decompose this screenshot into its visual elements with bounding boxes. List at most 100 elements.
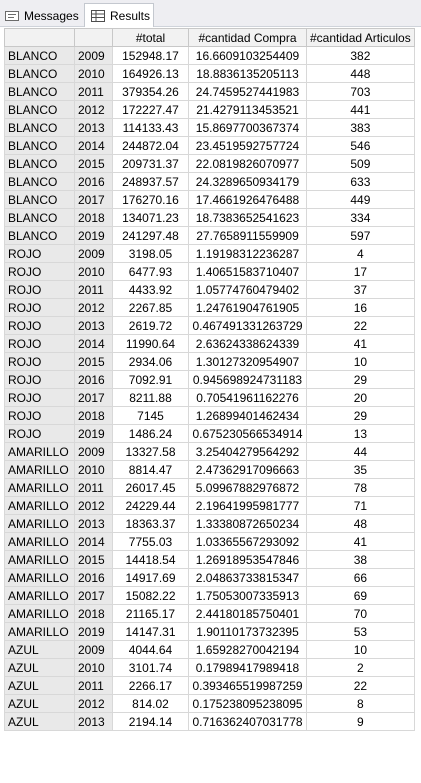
cell-color[interactable]: BLANCO: [4, 136, 75, 155]
cell-year[interactable]: 2011: [74, 280, 113, 299]
cell-year[interactable]: 2016: [74, 172, 113, 191]
cell-total[interactable]: 15082.22: [112, 586, 189, 605]
cell-year[interactable]: 2012: [74, 694, 113, 713]
cell-cantidad-compra[interactable]: 16.6609103254409: [188, 46, 307, 65]
table-row[interactable]: ROJO 2013 2619.72 0.467491331263729 22: [4, 316, 415, 335]
cell-cantidad-articulos[interactable]: 703: [306, 82, 415, 101]
cell-cantidad-articulos[interactable]: 41: [306, 334, 415, 353]
cell-cantidad-articulos[interactable]: 10: [306, 640, 415, 659]
cell-year[interactable]: 2013: [74, 712, 113, 731]
cell-total[interactable]: 2619.72: [112, 316, 189, 335]
cell-color[interactable]: BLANCO: [4, 118, 75, 137]
cell-total[interactable]: 134071.23: [112, 208, 189, 227]
table-row[interactable]: AMARILLO 2013 18363.37 1.33380872650234 48: [4, 514, 415, 533]
cell-color[interactable]: AZUL: [4, 658, 75, 677]
table-row[interactable]: AZUL 2011 2266.17 0.393465519987259 22: [4, 676, 415, 695]
cell-total[interactable]: 4433.92: [112, 280, 189, 299]
cell-color[interactable]: ROJO: [4, 298, 75, 317]
table-row[interactable]: AMARILLO 2019 14147.31 1.90110173732395 53: [4, 622, 415, 641]
results-grid[interactable]: #total #cantidad Compra #cantidad Articu…: [0, 27, 421, 783]
cell-cantidad-compra[interactable]: 1.65928270042194: [188, 640, 307, 659]
cell-total[interactable]: 4044.64: [112, 640, 189, 659]
cell-cantidad-compra[interactable]: 21.4279113453521: [188, 100, 307, 119]
cell-year[interactable]: 2019: [74, 622, 113, 641]
cell-cantidad-articulos[interactable]: 441: [306, 100, 415, 119]
cell-cantidad-compra[interactable]: 2.19641995981777: [188, 496, 307, 515]
cell-cantidad-compra[interactable]: 1.03365567293092: [188, 532, 307, 551]
cell-cantidad-compra[interactable]: 0.675230566534914: [188, 424, 307, 443]
cell-total[interactable]: 209731.37: [112, 154, 189, 173]
cell-cantidad-compra[interactable]: 2.63624338624339: [188, 334, 307, 353]
cell-cantidad-articulos[interactable]: 48: [306, 514, 415, 533]
cell-color[interactable]: BLANCO: [4, 154, 75, 173]
cell-color[interactable]: ROJO: [4, 388, 75, 407]
cell-color[interactable]: AMARILLO: [4, 478, 75, 497]
cell-cantidad-compra[interactable]: 1.90110173732395: [188, 622, 307, 641]
table-row[interactable]: BLANCO 2014 244872.04 23.4519592757724 546: [4, 136, 415, 155]
cell-cantidad-articulos[interactable]: 38: [306, 550, 415, 569]
table-row[interactable]: ROJO 2015 2934.06 1.30127320954907 10: [4, 352, 415, 371]
cell-color[interactable]: AMARILLO: [4, 550, 75, 569]
cell-color[interactable]: AMARILLO: [4, 460, 75, 479]
cell-color[interactable]: BLANCO: [4, 82, 75, 101]
cell-cantidad-compra[interactable]: 5.09967882976872: [188, 478, 307, 497]
tab-messages[interactable]: Messages: [2, 4, 80, 27]
cell-cantidad-compra[interactable]: 22.0819826070977: [188, 154, 307, 173]
cell-cantidad-compra[interactable]: 1.26918953547846: [188, 550, 307, 569]
cell-cantidad-articulos[interactable]: 22: [306, 316, 415, 335]
cell-color[interactable]: ROJO: [4, 262, 75, 281]
table-row[interactable]: BLANCO 2017 176270.16 17.4661926476488 449: [4, 190, 415, 209]
cell-year[interactable]: 2015: [74, 550, 113, 569]
cell-color[interactable]: ROJO: [4, 334, 75, 353]
cell-year[interactable]: 2013: [74, 118, 113, 137]
cell-cantidad-compra[interactable]: 2.04863733815347: [188, 568, 307, 587]
cell-year[interactable]: 2017: [74, 388, 113, 407]
table-row[interactable]: ROJO 2018 7145 1.26899401462434 29: [4, 406, 415, 425]
cell-color[interactable]: AMARILLO: [4, 514, 75, 533]
cell-year[interactable]: 2014: [74, 532, 113, 551]
cell-total[interactable]: 3101.74: [112, 658, 189, 677]
table-row[interactable]: AZUL 2009 4044.64 1.65928270042194 10: [4, 640, 415, 659]
table-row[interactable]: BLANCO 2010 164926.13 18.8836135205113 448: [4, 64, 415, 83]
cell-total[interactable]: 1486.24: [112, 424, 189, 443]
cell-year[interactable]: 2012: [74, 496, 113, 515]
cell-total[interactable]: 244872.04: [112, 136, 189, 155]
cell-total[interactable]: 164926.13: [112, 64, 189, 83]
cell-year[interactable]: 2017: [74, 190, 113, 209]
cell-cantidad-compra[interactable]: 23.4519592757724: [188, 136, 307, 155]
cell-color[interactable]: AMARILLO: [4, 496, 75, 515]
cell-year[interactable]: 2012: [74, 298, 113, 317]
cell-cantidad-articulos[interactable]: 17: [306, 262, 415, 281]
table-row[interactable]: AMARILLO 2017 15082.22 1.75053007335913 69: [4, 586, 415, 605]
cell-cantidad-articulos[interactable]: 35: [306, 460, 415, 479]
cell-color[interactable]: ROJO: [4, 352, 75, 371]
cell-total[interactable]: 26017.45: [112, 478, 189, 497]
cell-cantidad-articulos[interactable]: 9: [306, 712, 415, 731]
table-row[interactable]: AZUL 2010 3101.74 0.17989417989418 2: [4, 658, 415, 677]
cell-cantidad-articulos[interactable]: 383: [306, 118, 415, 137]
cell-total[interactable]: 14418.54: [112, 550, 189, 569]
cell-cantidad-articulos[interactable]: 2: [306, 658, 415, 677]
table-row[interactable]: ROJO 2011 4433.92 1.05774760479402 37: [4, 280, 415, 299]
table-row[interactable]: AMARILLO 2015 14418.54 1.26918953547846 38: [4, 550, 415, 569]
cell-cantidad-articulos[interactable]: 4: [306, 244, 415, 263]
cell-total[interactable]: 7755.03: [112, 532, 189, 551]
cell-color[interactable]: ROJO: [4, 370, 75, 389]
cell-cantidad-articulos[interactable]: 334: [306, 208, 415, 227]
cell-cantidad-compra[interactable]: 15.8697700367374: [188, 118, 307, 137]
cell-total[interactable]: 7092.91: [112, 370, 189, 389]
cell-total[interactable]: 814.02: [112, 694, 189, 713]
cell-cantidad-articulos[interactable]: 597: [306, 226, 415, 245]
cell-color[interactable]: AZUL: [4, 694, 75, 713]
cell-cantidad-articulos[interactable]: 382: [306, 46, 415, 65]
cell-color[interactable]: AZUL: [4, 676, 75, 695]
cell-cantidad-compra[interactable]: 24.3289650934179: [188, 172, 307, 191]
cell-year[interactable]: 2011: [74, 478, 113, 497]
table-row[interactable]: ROJO 2014 11990.64 2.63624338624339 41: [4, 334, 415, 353]
cell-cantidad-articulos[interactable]: 22: [306, 676, 415, 695]
cell-year[interactable]: 2017: [74, 586, 113, 605]
cell-cantidad-articulos[interactable]: 16: [306, 298, 415, 317]
cell-cantidad-articulos[interactable]: 10: [306, 352, 415, 371]
cell-color[interactable]: AMARILLO: [4, 532, 75, 551]
cell-year[interactable]: 2011: [74, 82, 113, 101]
